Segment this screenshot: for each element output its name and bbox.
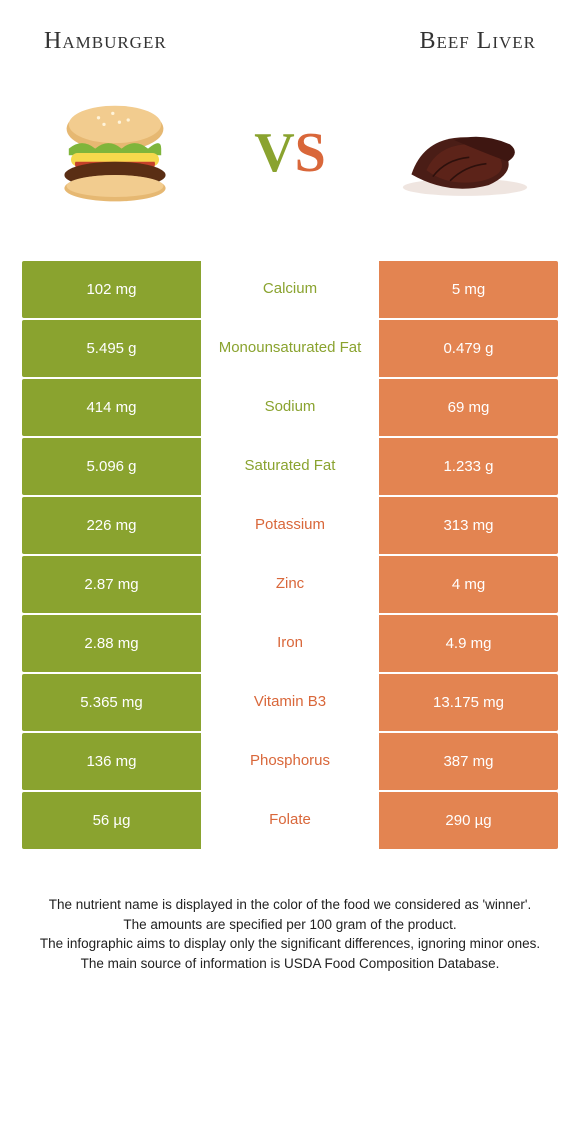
left-value: 414 mg xyxy=(22,379,201,436)
footer-line: The main source of information is USDA F… xyxy=(26,954,554,974)
right-value: 4 mg xyxy=(379,556,558,613)
left-value: 226 mg xyxy=(22,497,201,554)
right-value: 0.479 g xyxy=(379,320,558,377)
comparison-table: 102 mgCalcium5 mg5.495 gMonounsaturated … xyxy=(22,261,558,849)
left-value: 2.87 mg xyxy=(22,556,201,613)
left-value: 5.495 g xyxy=(22,320,201,377)
right-value: 1.233 g xyxy=(379,438,558,495)
left-value: 5.096 g xyxy=(22,438,201,495)
nutrient-name: Vitamin B3 xyxy=(201,674,379,731)
vs-label: VS xyxy=(254,121,326,185)
right-value: 69 mg xyxy=(379,379,558,436)
header-row: Hamburger Beef Liver xyxy=(0,0,580,67)
right-value: 13.175 mg xyxy=(379,674,558,731)
images-row: VS xyxy=(0,67,580,227)
table-row: 136 mgPhosphorus387 mg xyxy=(22,733,558,790)
table-row: 414 mgSodium69 mg xyxy=(22,379,558,436)
footer-line: The nutrient name is displayed in the co… xyxy=(26,895,554,915)
nutrient-name: Potassium xyxy=(201,497,379,554)
left-value: 5.365 mg xyxy=(22,674,201,731)
table-row: 2.87 mgZinc4 mg xyxy=(22,556,558,613)
left-value: 56 µg xyxy=(22,792,201,849)
nutrient-name: Sodium xyxy=(201,379,379,436)
right-value: 5 mg xyxy=(379,261,558,318)
right-value: 313 mg xyxy=(379,497,558,554)
left-value: 136 mg xyxy=(22,733,201,790)
table-row: 102 mgCalcium5 mg xyxy=(22,261,558,318)
nutrient-name: Iron xyxy=(201,615,379,672)
footer-notes: The nutrient name is displayed in the co… xyxy=(26,895,554,973)
nutrient-name: Saturated Fat xyxy=(201,438,379,495)
table-row: 226 mgPotassium313 mg xyxy=(22,497,558,554)
table-row: 5.096 gSaturated Fat1.233 g xyxy=(22,438,558,495)
footer-line: The amounts are specified per 100 gram o… xyxy=(26,915,554,935)
nutrient-name: Monounsaturated Fat xyxy=(201,320,379,377)
table-row: 5.495 gMonounsaturated Fat0.479 g xyxy=(22,320,558,377)
nutrient-name: Calcium xyxy=(201,261,379,318)
table-row: 5.365 mgVitamin B313.175 mg xyxy=(22,674,558,731)
table-row: 56 µgFolate290 µg xyxy=(22,792,558,849)
right-value: 290 µg xyxy=(379,792,558,849)
nutrient-name: Phosphorus xyxy=(201,733,379,790)
nutrient-name: Zinc xyxy=(201,556,379,613)
right-value: 4.9 mg xyxy=(379,615,558,672)
food-left-title: Hamburger xyxy=(44,28,167,55)
table-row: 2.88 mgIron4.9 mg xyxy=(22,615,558,672)
left-value: 2.88 mg xyxy=(22,615,201,672)
right-value: 387 mg xyxy=(379,733,558,790)
beef-liver-image xyxy=(390,98,540,208)
footer-line: The infographic aims to display only the… xyxy=(26,934,554,954)
left-value: 102 mg xyxy=(22,261,201,318)
nutrient-name: Folate xyxy=(201,792,379,849)
food-right-title: Beef Liver xyxy=(419,28,536,55)
hamburger-image xyxy=(40,98,190,208)
